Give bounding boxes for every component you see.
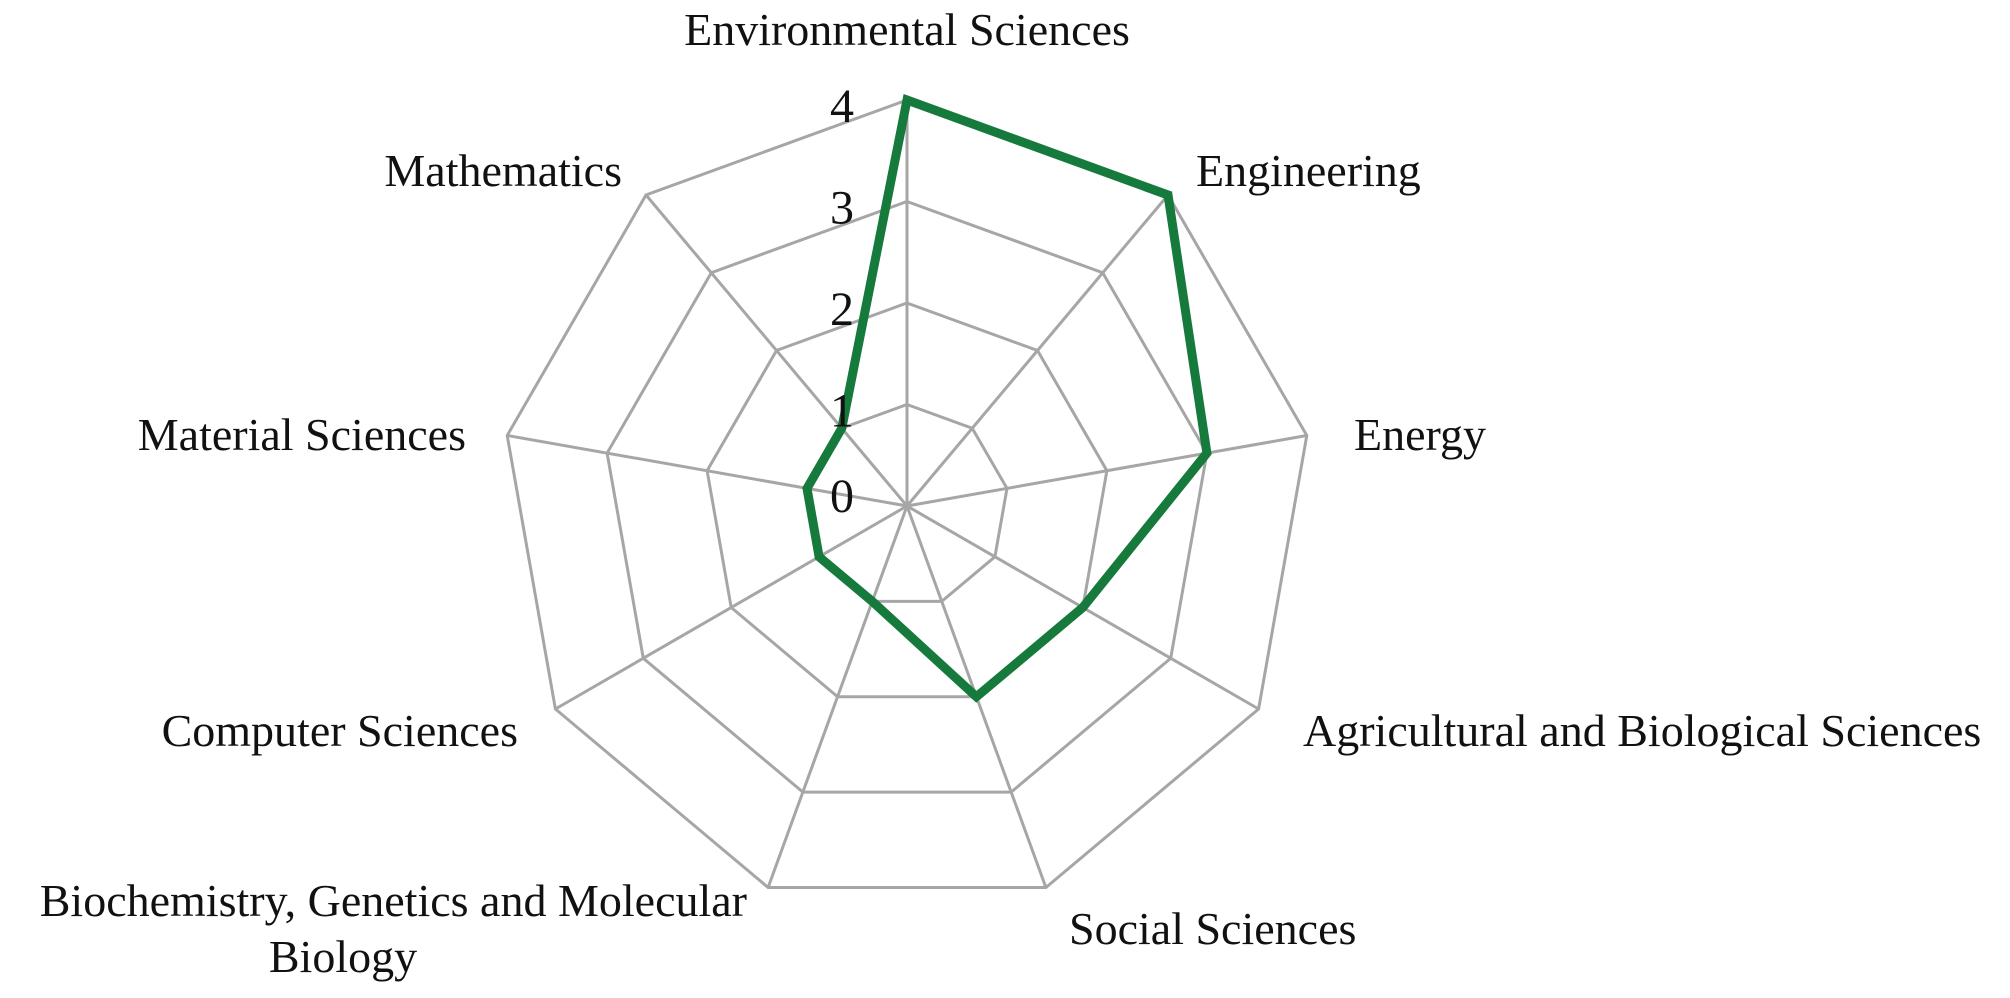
category-label-5: Social Sciences xyxy=(1069,903,1356,954)
category-label-9: Mathematics xyxy=(384,145,622,196)
category-label-6: Biochemistry, Genetics and Molecular Biol… xyxy=(40,875,747,982)
category-label-6-line-2: Biology xyxy=(269,931,417,982)
category-label-layer: Environmental Sciences Engineering Energy A… xyxy=(40,4,1982,982)
tick-label-0: 0 xyxy=(830,470,854,523)
tick-label-1: 1 xyxy=(830,385,854,438)
category-label-4: Agricultural and Biological Sciences xyxy=(1303,705,1981,756)
grid-spoke-9 xyxy=(644,194,909,507)
tick-layer: 0 1 2 3 4 xyxy=(830,80,854,523)
grid-spoke-3 xyxy=(906,434,1308,508)
grid-spoke-7 xyxy=(554,504,908,711)
tick-label-2: 2 xyxy=(830,283,854,336)
tick-label-3: 3 xyxy=(830,182,854,235)
grid-ring-2 xyxy=(705,301,1109,699)
category-label-3: Energy xyxy=(1354,409,1486,460)
grid-spoke-8 xyxy=(506,434,908,508)
grid-layer xyxy=(505,98,1309,889)
category-label-6-line-1: Biochemistry, Genetics and Molecular xyxy=(40,875,747,926)
tick-label-4: 4 xyxy=(830,80,854,133)
grid-spoke-2 xyxy=(905,194,1170,507)
category-label-7: Computer Sciences xyxy=(162,705,518,756)
category-label-8: Material Sciences xyxy=(138,409,466,460)
grid-ring-4 xyxy=(505,98,1309,889)
category-label-2: Engineering xyxy=(1196,145,1421,196)
category-label-1: Environmental Sciences xyxy=(684,4,1130,55)
series-layer xyxy=(802,93,1212,703)
series-line-1 xyxy=(802,93,1212,703)
grid-ring-3 xyxy=(605,199,1209,794)
grid-spoke-6 xyxy=(766,505,909,889)
